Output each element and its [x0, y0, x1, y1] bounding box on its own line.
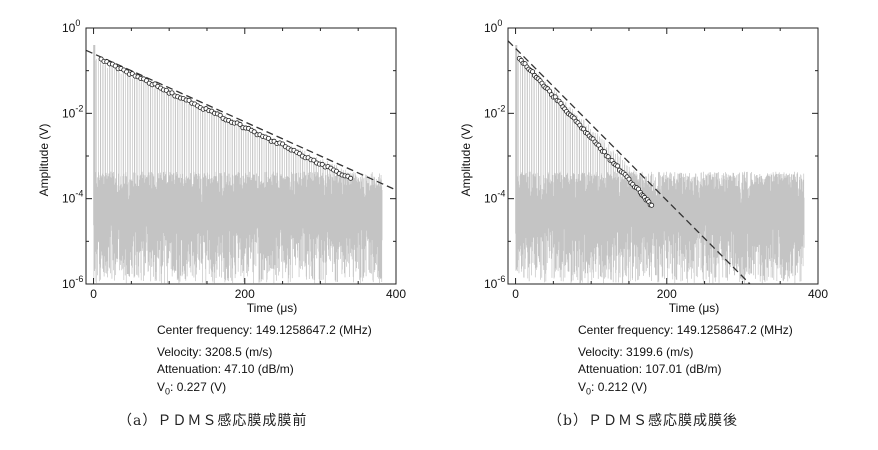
y-tick-label-a: 10-2 [62, 103, 83, 120]
center-frequency-b: Center frequency: 149.1258647.2 (MHz) [578, 324, 793, 337]
marker-a [348, 175, 354, 181]
attenuation-label-b: Attenuation: [578, 362, 643, 376]
y-tick-exp-a: -6 [75, 274, 83, 284]
plot-area-b [508, 40, 805, 284]
v0-a: V0: 0.227 (V) [157, 381, 226, 398]
caption-b: （b）ＰＤＭＳ感応膜成膜後 [548, 413, 738, 429]
y-tick-label-a: 10-6 [62, 274, 83, 291]
v0-value-a: 0.227 (V) [176, 380, 227, 394]
x-tick-label-b: 200 [657, 287, 677, 301]
attenuation-value-a: 47.10 (dB/m) [224, 362, 294, 376]
v0-value-b: 0.212 (V) [597, 380, 648, 394]
x-tick-label-a: 400 [386, 287, 406, 301]
caption-a: （a）ＰＤＭＳ感応膜成膜前 [118, 413, 308, 429]
waveform-series-a [93, 44, 383, 284]
y-tick-exp-b: 0 [497, 18, 502, 28]
x-tick-label-a: 200 [235, 287, 255, 301]
y-tick-base-b: 10 [484, 277, 498, 291]
center-frequency-label-a: Center frequency: [157, 323, 253, 337]
x-axis-title-a: Time (μs) [247, 301, 297, 315]
marker-a [251, 129, 257, 135]
y-tick-label-b: 10-4 [484, 189, 505, 206]
velocity-label-a: Velocity: [157, 345, 202, 359]
center-frequency-value-a: 149.1258647.2 (MHz) [255, 323, 372, 337]
y-tick-label-b: 100 [484, 18, 502, 35]
y-tick-exp-b: -2 [497, 103, 505, 113]
marker-a [237, 121, 243, 127]
center-frequency-label-b: Center frequency: [578, 323, 674, 337]
y-tick-base-a: 10 [62, 21, 76, 35]
y-tick-base-b: 10 [484, 21, 498, 35]
fit-line-b [508, 40, 751, 284]
y-axis-title-b: Amplitude (V) [459, 124, 473, 197]
marker-b [649, 202, 655, 208]
velocity-a: Velocity: 3208.5 (m/s) [157, 346, 272, 359]
attenuation-b: Attenuation: 107.01 (dB/m) [578, 363, 721, 376]
attenuation-a: Attenuation: 47.10 (dB/m) [157, 363, 294, 376]
y-tick-label-b: 10-2 [484, 103, 505, 120]
y-tick-base-b: 10 [484, 192, 498, 206]
waveform-series-b [515, 44, 805, 284]
velocity-label-b: Velocity: [578, 345, 623, 359]
y-tick-exp-a: 0 [75, 18, 80, 28]
v0-b: V0: 0.212 (V) [578, 381, 647, 398]
velocity-b: Velocity: 3199.6 (m/s) [578, 346, 693, 359]
y-tick-base-a: 10 [62, 106, 76, 120]
marker-b [530, 69, 536, 75]
y-axis-title-a: Amplitude (V) [37, 124, 51, 197]
y-tick-base-a: 10 [62, 192, 76, 206]
y-tick-label-b: 10-6 [484, 274, 505, 291]
x-tick-label-b: 400 [808, 287, 828, 301]
marker-b [601, 149, 607, 155]
marker-a [186, 97, 192, 103]
marker-a [217, 112, 223, 118]
x-axis-title-b: Time (μs) [669, 301, 719, 315]
attenuation-label-a: Attenuation: [157, 362, 222, 376]
y-tick-base-b: 10 [484, 106, 498, 120]
y-tick-label-a: 10-4 [62, 189, 83, 206]
marker-b [615, 163, 621, 169]
center-frequency-value-b: 149.1258647.2 (MHz) [676, 323, 793, 337]
x-tick-label-b: 0 [512, 287, 519, 301]
y-tick-exp-a: -4 [75, 189, 83, 199]
marker-a [265, 135, 271, 141]
velocity-value-a: 3208.5 (m/s) [205, 345, 273, 359]
center-frequency-a: Center frequency: 149.1258647.2 (MHz) [157, 324, 372, 337]
v0-label-a: V0: [157, 380, 174, 397]
x-tick-label-a: 0 [90, 287, 97, 301]
marker-a [169, 90, 175, 96]
attenuation-value-b: 107.01 (dB/m) [645, 362, 722, 376]
y-tick-exp-b: -4 [497, 189, 505, 199]
y-tick-exp-b: -6 [497, 274, 505, 284]
plot-area-a [86, 44, 396, 284]
velocity-value-b: 3199.6 (m/s) [626, 345, 694, 359]
y-tick-label-a: 100 [62, 18, 80, 35]
y-tick-base-a: 10 [62, 277, 76, 291]
y-tick-exp-a: -2 [75, 103, 83, 113]
v0-label-b: V0: [578, 380, 595, 397]
fit-line-a [86, 49, 396, 191]
